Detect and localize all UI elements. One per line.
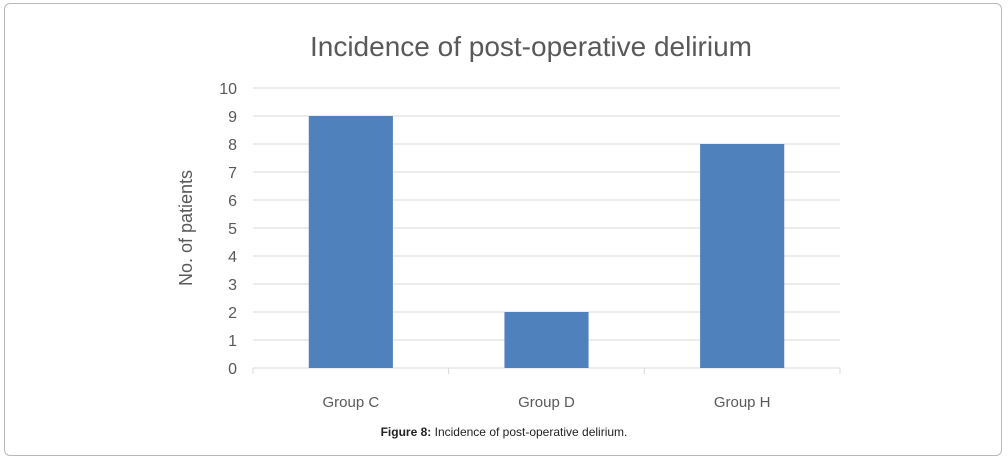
category-label: Group C [322, 394, 379, 411]
bar-group-c [308, 116, 393, 368]
y-tick-label: 5 [228, 221, 237, 238]
y-tick-label: 9 [228, 109, 237, 126]
y-tick-labels: 0 1 2 3 4 5 6 7 8 9 10 [219, 81, 237, 378]
caption-label: Figure 8: [380, 425, 432, 439]
category-label: Group H [714, 394, 771, 411]
figure-caption: Figure 8: Incidence of post-operative de… [0, 425, 1008, 439]
bar-group-d [504, 312, 589, 368]
bar-chart: Incidence of post-operative delirium 0 1 2… [176, 31, 841, 411]
y-tick-label: 8 [228, 137, 237, 154]
bar-group-h [700, 144, 785, 368]
y-axis-label: No. of patients [176, 170, 196, 286]
y-tick-label: 2 [228, 305, 237, 322]
y-tick-label: 4 [228, 249, 237, 266]
y-tick-label: 7 [228, 165, 237, 182]
category-labels: Group C Group D Group H [322, 394, 770, 411]
figure-frame [4, 3, 1002, 456]
chart-title: Incidence of post-operative delirium [310, 31, 752, 62]
bars [308, 116, 785, 368]
caption-text: Incidence of post-operative delirium. [434, 425, 628, 439]
y-tick-label: 10 [219, 81, 237, 98]
y-tick-label: 3 [228, 277, 237, 294]
y-tick-label: 1 [228, 333, 237, 350]
y-tick-label: 0 [228, 361, 237, 378]
category-label: Group D [518, 394, 575, 411]
y-tick-label: 6 [228, 193, 237, 210]
